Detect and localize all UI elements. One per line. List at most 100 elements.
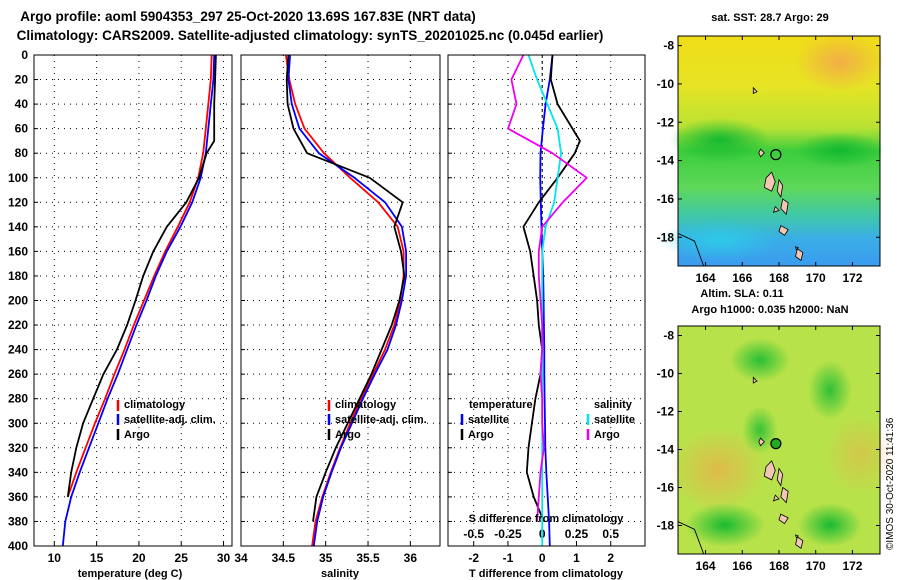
map-x-tick-label: 168	[769, 271, 789, 285]
legend-t-argo-label: Argo	[468, 429, 494, 441]
t-difference-xlabel: T difference from climatology	[469, 568, 624, 580]
temperature-legend: climatology satellite-adj. clim. Argo	[116, 399, 216, 441]
island	[780, 198, 789, 216]
map-x-tick-label: 170	[806, 271, 826, 285]
plot-background	[34, 55, 232, 546]
island	[794, 534, 800, 539]
sst-warm-patch	[795, 32, 885, 92]
sla-low-patch	[798, 503, 862, 547]
difference-legend: temperature satellite Argo salinity sate…	[460, 399, 635, 441]
x-tick-label: 25	[175, 551, 189, 565]
x-tick-label: 36	[404, 551, 418, 565]
s-diff-tick-label: -0.25	[494, 527, 522, 541]
map-x-tick-label: 172	[842, 559, 862, 573]
sst-map-axes: -8 -10 -12 -14 -16 -18 164 166 168 170 172	[657, 36, 880, 285]
map-y-tick-label: -16	[657, 481, 675, 495]
s-diff-tick-label: 0.5	[602, 527, 619, 541]
map-y-tick-label: -12	[657, 115, 675, 129]
x-tick-label: 30	[217, 551, 231, 565]
depth-tick-label: 140	[8, 220, 28, 234]
argo-position-marker	[770, 149, 782, 161]
sla-low-patch	[730, 338, 790, 382]
map-y-tick-label: -18	[657, 519, 675, 533]
depth-tick-label: 160	[8, 244, 28, 258]
depth-tick-label: 0	[21, 48, 28, 62]
series-line-temperature-satellite	[539, 54, 554, 547]
map-y-tick-label: -10	[657, 367, 675, 381]
x-tick-label: 1	[573, 551, 580, 565]
s-difference-xlabel: S difference from climatology	[469, 513, 625, 525]
x-tick-label: 20	[132, 551, 146, 565]
island	[763, 460, 776, 481]
x-tick-label: 15	[90, 551, 104, 565]
map-y-tick-label: -14	[657, 154, 675, 168]
x-tick-label: 34.5	[272, 551, 296, 565]
series-line-satellite-adj-clim-	[287, 54, 408, 547]
credit-text: ©IMOS 30-Oct-2020 11:41:36	[885, 417, 896, 550]
depth-tick-label: 260	[8, 367, 28, 381]
island	[795, 248, 804, 261]
legend-temperature-header: temperature	[469, 399, 533, 411]
depth-tick-label: 60	[15, 122, 29, 136]
island	[763, 171, 776, 192]
map-y-tick-label: -18	[657, 230, 675, 244]
plot-frame	[240, 54, 441, 547]
legend-t-satellite-label: satellite	[468, 414, 509, 426]
map-y-tick-label: -10	[657, 77, 675, 91]
depth-axis-labels: 0 20 40 60 80 100 120 140 160 180 200 220 240 260 280 3…	[8, 48, 28, 553]
map-x-tick-label: 168	[769, 559, 789, 573]
depth-tick-label: 220	[8, 318, 28, 332]
x-tick-label: 35.5	[356, 551, 380, 565]
sla-map-axes: -8 -10 -12 -14 -16 -18 164 166 168 170 172	[657, 326, 880, 573]
coastline	[677, 86, 804, 267]
legend-s-argo-label: Argo	[594, 429, 620, 441]
island	[780, 486, 789, 504]
legend-climatology-label: climatology	[335, 399, 397, 411]
sla-high-patch	[825, 415, 895, 495]
depth-tick-label: 20	[15, 73, 29, 87]
depth-tick-label: 100	[8, 171, 28, 185]
legend-satellite-label: satellite-adj. clim.	[335, 414, 427, 426]
depth-tick-label: 180	[8, 269, 28, 283]
island	[758, 437, 765, 447]
temperature-panel: 10 15 20 25 30	[33, 54, 233, 565]
sla-low-patch	[742, 406, 778, 454]
map-y-tick-label: -12	[657, 405, 675, 419]
sla-map-title2: Argo h1000: 0.035 h2000: NaN	[691, 304, 848, 316]
island	[778, 225, 789, 236]
map-x-tick-label: 164	[696, 559, 716, 573]
series-line-temperature-argo	[522, 54, 581, 522]
x-tick-label: -1	[503, 551, 514, 565]
x-tick-label: 2	[607, 551, 614, 565]
salinity-legend: climatology satellite-adj. clim. Argo	[327, 399, 427, 441]
map-y-tick-label: -14	[657, 443, 675, 457]
map-y-tick-label: -8	[663, 39, 674, 53]
map-x-tick-label: 164	[696, 271, 716, 285]
map-x-tick-label: 172	[842, 271, 862, 285]
salinity-xlabel: salinity	[321, 568, 360, 580]
island	[772, 494, 780, 502]
legend-salinity-header: salinity	[594, 399, 633, 411]
plot-frame	[447, 54, 646, 547]
series-line-satellite-adj-clim-	[61, 54, 216, 547]
x-tick-label: 0	[539, 551, 546, 565]
island	[778, 513, 789, 525]
depth-tick-label: 400	[8, 539, 28, 553]
argo-position-marker	[770, 438, 782, 450]
island	[794, 246, 800, 251]
sla-map-title1: Altim. SLA: 0.11	[700, 288, 783, 300]
sst-map: -8 -10 -12 -14 -16 -18 164 166 168 170 172	[657, 32, 885, 285]
map-y-tick-label: -16	[657, 192, 675, 206]
x-tick-label: 10	[48, 551, 62, 565]
x-tick-label: -2	[468, 551, 479, 565]
legend-argo-label: Argo	[335, 429, 361, 441]
sla-low-patch	[808, 360, 852, 420]
s-diff-tick-label: 0.25	[565, 527, 589, 541]
x-tick-label: 35	[319, 551, 333, 565]
depth-tick-label: 80	[15, 146, 29, 160]
depth-tick-label: 360	[8, 490, 28, 504]
sst-cool-band	[795, 132, 885, 168]
depth-tick-label: 280	[8, 392, 28, 406]
title-line2: Climatology: CARS2009. Satellite-adjuste…	[17, 28, 604, 43]
